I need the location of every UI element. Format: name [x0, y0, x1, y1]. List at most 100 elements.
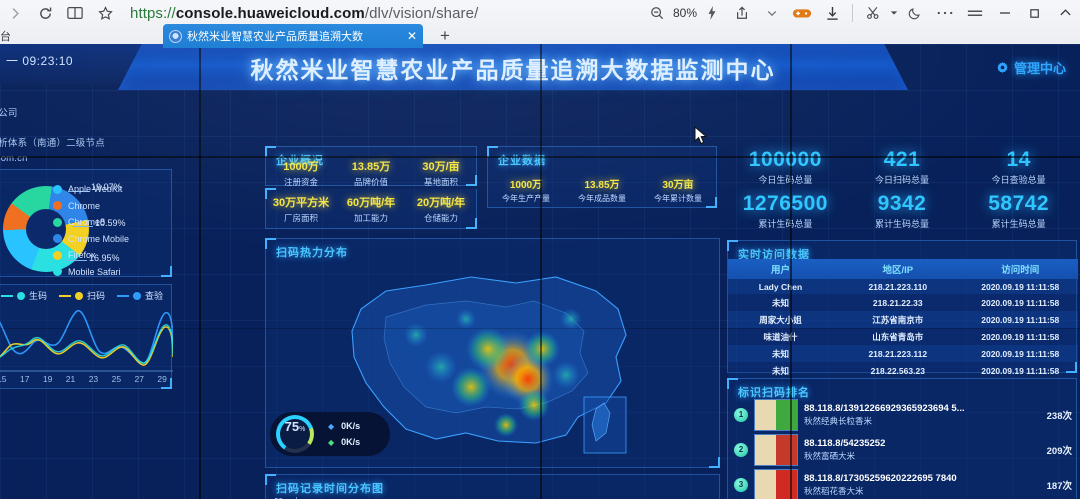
xtick: 25	[111, 374, 122, 384]
stat-cell: 30万/亩 基地面积	[406, 161, 476, 187]
stat-value: 60万吨/年	[346, 196, 396, 209]
legend-item[interactable]: Chrome	[53, 201, 129, 211]
legend-item[interactable]: Firefox	[53, 250, 129, 260]
product-thumbnail[interactable]	[754, 398, 798, 431]
scissors-chevron-icon[interactable]	[888, 1, 900, 25]
legend-item[interactable]: Mobile Safari	[53, 267, 129, 277]
column-header-ip[interactable]: 地区/IP	[833, 259, 963, 279]
rank-text-block: 88.118.8/13912266929365923694 5... 秋然经典长…	[804, 403, 1026, 427]
page-title: 秋然米业智慧农业产品质量追溯大数据监测中心	[250, 57, 776, 83]
legend-color-swatch	[53, 201, 62, 210]
stat-value: 13.85万	[584, 180, 620, 191]
panel-title: 企业概况	[276, 155, 324, 167]
hamburger-icon[interactable]	[960, 1, 990, 25]
admin-center-link[interactable]: 管理中心	[996, 58, 1066, 77]
cell-user: Lady Chen	[728, 279, 833, 294]
kpi-cell: 100000 今日生码总量	[727, 146, 844, 188]
legend-item-shengma[interactable]: 生码	[1, 289, 47, 302]
cell-time: 2020.09.19 11:11:58	[962, 311, 1078, 328]
network-gauge-widget[interactable]: 75 % ◆ 0K/s ◆ 0K/s	[270, 412, 390, 456]
kpi-value: 421	[883, 148, 921, 171]
download-arrow-icon: ◆	[328, 437, 335, 447]
product-thumbnail[interactable]	[754, 433, 798, 466]
stat-label: 仓储能力	[423, 212, 458, 223]
mouse-cursor	[694, 125, 708, 151]
table-row[interactable]: 未知 218.21.223.112 2020.09.19 11:11:58	[728, 345, 1078, 362]
more-icon[interactable]	[930, 1, 960, 25]
table-row[interactable]: Lady Chen 218.21.223.110 2020.09.19 11:11:…	[728, 279, 1078, 294]
legend-color-swatch	[53, 234, 62, 243]
reload-icon[interactable]	[30, 1, 60, 25]
reading-list-icon[interactable]	[60, 1, 90, 25]
kpi-value: 14	[1006, 148, 1031, 171]
company-info-line-3: s.asuncloud.com.cn	[0, 153, 28, 164]
kpi-label: 今日扫码总量	[875, 175, 930, 185]
minimize-icon[interactable]	[990, 1, 1020, 25]
star-icon[interactable]	[90, 1, 120, 25]
legend-label: Chrome8	[68, 217, 106, 227]
legend-item-chayan[interactable]: 查验	[117, 289, 163, 302]
address-bar[interactable]: https://console.huaweicloud.com/dlv/visi…	[130, 5, 478, 22]
moon-icon[interactable]	[900, 1, 930, 25]
share-icon[interactable]	[727, 1, 757, 25]
legend-label: Chrome	[68, 200, 101, 211]
lightning-icon[interactable]	[697, 1, 727, 25]
list-item[interactable]: 1 88.118.8/13912266929365923694 5... 秋然经…	[728, 397, 1078, 432]
collapse-icon[interactable]	[1050, 1, 1080, 25]
table-row[interactable]: 未知 218.22.563.23 2020.09.19 11:11:58	[728, 362, 1078, 379]
legend-item[interactable]: Chrome8	[53, 217, 129, 227]
rank-badge: 1	[734, 407, 748, 422]
list-item[interactable]: 2 88.118.8/54235252 秋然富硒大米 209次	[728, 432, 1078, 467]
tab-title: 秋然米业智慧农业产品质量追溯大数	[187, 31, 363, 43]
table-row[interactable]: 周家大小姐 江苏省南京市 2020.09.19 11:11:58	[728, 311, 1078, 328]
upload-arrow-icon: ◆	[328, 421, 335, 431]
line-chart-xaxis: 09 11 13 15 17 19 21 23 25 27 29	[0, 374, 173, 384]
scan-time-distribution-panel: 扫码记录时间分布图 30 25 20 15	[265, 474, 720, 499]
cell-user: 味道油什	[728, 328, 833, 345]
list-item[interactable]: 3 88.118.8/17305259620222695 7840 秋然稻花香大…	[728, 467, 1078, 499]
product-code: 88.118.8/54235252	[804, 437, 886, 449]
new-tab-button[interactable]: +	[440, 26, 450, 45]
download-icon[interactable]	[817, 1, 847, 25]
product-thumbnail[interactable]	[754, 468, 798, 499]
legend-item-saoma[interactable]: 扫码	[59, 289, 105, 302]
company-data-row: 1000万 今年生产产量 13.85万 今年成品数量 30万亩 今年累计数量	[488, 147, 716, 207]
legend-label: Mobile Safari	[68, 266, 121, 277]
legend-item[interactable]: Chrome Mobile	[53, 234, 129, 244]
close-icon[interactable]: ✕	[406, 29, 417, 43]
company-info-line-1: 0189	[0, 121, 140, 136]
scan-count: 187次	[1046, 480, 1072, 492]
visits-table: 用户 地区/IP 访问时间 Lady Chen 218.21.223.110 202…	[728, 259, 1078, 379]
game-controller-icon[interactable]	[787, 1, 817, 25]
zoom-out-icon[interactable]	[642, 1, 672, 25]
browser-chrome: https://console.huaweicloud.com/dlv/visi…	[0, 0, 1080, 48]
zoom-level-label[interactable]: 80%	[672, 6, 697, 20]
restore-icon[interactable]	[1020, 1, 1050, 25]
legend-label: Apple WebKit	[68, 184, 123, 194]
cell-time: 2020.09.19 11:11:58	[962, 279, 1078, 294]
pie-callout-0: 19.07%	[91, 182, 122, 192]
ytick: 30	[274, 497, 283, 499]
legend-item[interactable]: Apple WebKit	[53, 184, 129, 194]
scissors-icon[interactable]	[858, 1, 888, 25]
product-name: 秋然稻花香大米	[804, 485, 864, 496]
stat-cell: 30万平方米 厂房面积	[266, 189, 336, 228]
column-header-user[interactable]: 用户	[728, 259, 833, 279]
kpi-grid-total: 1276500 累计生码总量 9342 累计生码总量 58742 累计生码总量	[727, 190, 1077, 232]
legend-color-swatch	[53, 184, 62, 194]
rank-text-block: 88.118.8/54235252 秋然富硒大米	[804, 438, 1026, 462]
line-chart-legend: 生码 扫码 查验	[1, 289, 163, 302]
tab-strip: 台 秋然米业智慧农业产品质量追溯大数 ✕ +	[0, 24, 1080, 48]
kpi-cell: 9342 累计生码总量	[844, 190, 961, 232]
xtick: 21	[65, 374, 76, 384]
table-row[interactable]: 味道油什 山东省青岛市 2020.09.19 11:11:58	[728, 328, 1078, 345]
column-header-time[interactable]: 访问时间	[962, 259, 1078, 279]
stat-value: 1000万	[283, 161, 319, 173]
table-row[interactable]: 未知 218.21.22.33 2020.09.19 11:11:58	[728, 294, 1078, 311]
gear-icon	[996, 61, 1009, 74]
chevron-down-icon[interactable]	[757, 1, 787, 25]
forward-icon[interactable]	[0, 1, 30, 25]
browser-tab-active[interactable]: 秋然米业智慧农业产品质量追溯大数 ✕	[163, 24, 423, 48]
china-heatmap[interactable]	[266, 257, 721, 467]
overview-row-1: 1000万 注册资金 13.85万 品牌价值 30万/亩 基地面积	[266, 147, 476, 187]
